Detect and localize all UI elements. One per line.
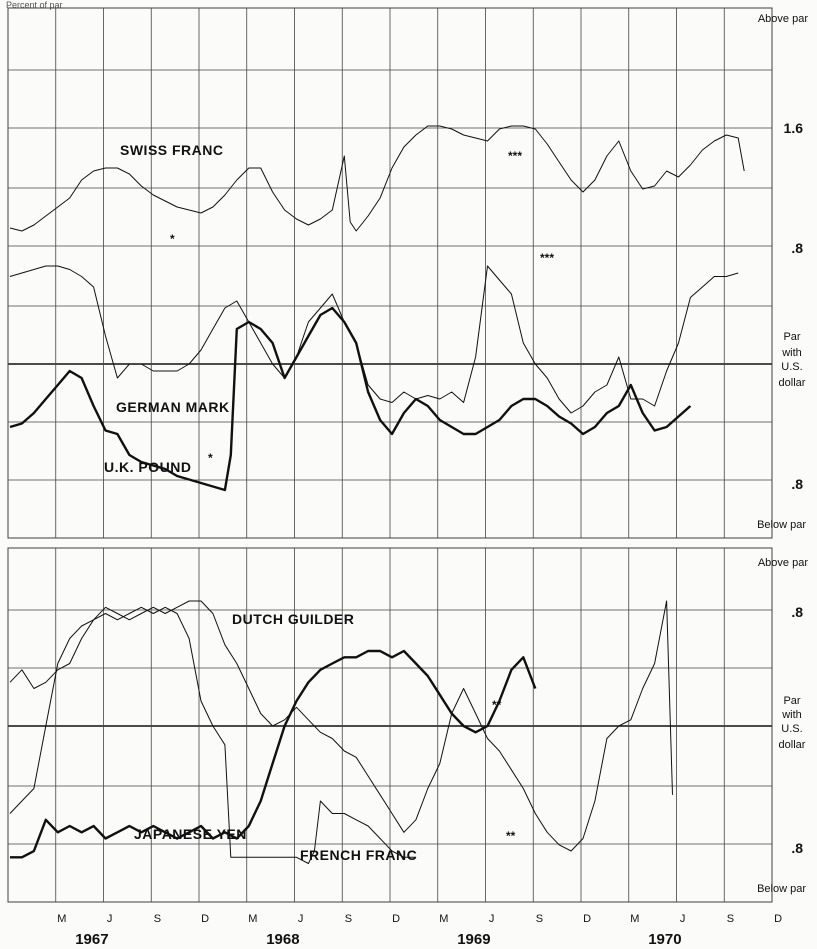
x-tick-month: J xyxy=(680,913,686,925)
x-tick-month: M xyxy=(57,913,66,925)
annotation-marker: ** xyxy=(492,698,502,712)
right-label-above-par: Above par xyxy=(758,557,808,569)
right-label-par: U.S. xyxy=(781,723,802,735)
tick-label: 1.6 xyxy=(784,120,804,136)
x-tick-month: J xyxy=(298,913,304,925)
series-label: GERMAN MARK xyxy=(116,399,230,415)
x-tick-month: D xyxy=(774,913,782,925)
tick-label: .8 xyxy=(791,240,803,256)
series-line-french-franc xyxy=(9,606,416,864)
x-tick-month: D xyxy=(583,913,591,925)
x-tick-year: 1967 xyxy=(75,931,108,948)
series-line-dutch-guilder xyxy=(9,600,673,852)
x-tick-month: S xyxy=(536,913,543,925)
right-label-par: dollar xyxy=(779,377,806,389)
series-label: SWISS FRANC xyxy=(120,142,224,158)
tick-label: .8 xyxy=(791,476,803,492)
series-line-japanese-yen xyxy=(10,649,537,859)
tick-label: .8 xyxy=(791,840,803,856)
x-tick-month: M xyxy=(630,913,639,925)
x-tick-month: J xyxy=(107,913,113,925)
x-tick-year: 1968 xyxy=(266,931,299,948)
x-tick-year: 1970 xyxy=(648,931,681,948)
series-line-german-mark xyxy=(9,265,739,414)
x-tick-month: M xyxy=(439,913,448,925)
series-label: FRENCH FRANC xyxy=(300,847,417,863)
annotation-marker: *** xyxy=(508,149,522,163)
tick-label: .8 xyxy=(791,604,803,620)
x-axis: M J S D M J S D M J S D M J S D 1967 1968 1969 1970 xyxy=(57,913,782,948)
series-label: JAPANESE YEN xyxy=(134,826,247,842)
annotation-marker: *** xyxy=(540,251,554,265)
right-label-par: Par xyxy=(783,695,800,707)
annotation-marker: ** xyxy=(506,829,516,843)
x-tick-month: S xyxy=(727,913,734,925)
bottom-panel: DUTCH GUILDER JAPANESE YEN FRENCH FRANC ** *… xyxy=(7,547,808,903)
x-tick-year: 1969 xyxy=(457,931,490,948)
x-tick-month: D xyxy=(201,913,209,925)
right-label-par: Par xyxy=(783,331,800,343)
series-label: DUTCH GUILDER xyxy=(232,611,354,627)
annotation-marker: * xyxy=(170,232,175,246)
x-tick-month: J xyxy=(489,913,495,925)
x-tick-month: D xyxy=(392,913,400,925)
series-label: U.K. POUND xyxy=(104,459,191,475)
right-label-par: with xyxy=(781,709,802,721)
right-label-par: dollar xyxy=(779,739,806,751)
x-tick-month: S xyxy=(154,913,161,925)
x-tick-month: S xyxy=(345,913,352,925)
series-line-u-k-pound xyxy=(9,306,692,492)
right-label-above-par: Above par xyxy=(758,13,808,25)
right-label-par: U.S. xyxy=(781,361,802,373)
annotation-marker: * xyxy=(208,451,213,465)
series-line-swiss-franc xyxy=(9,125,745,232)
right-label-below-par: Below par xyxy=(757,519,806,531)
header-note: Percent of par xyxy=(6,0,63,10)
right-label-par: with xyxy=(781,347,802,359)
x-tick-month: M xyxy=(248,913,257,925)
right-label-below-par: Below par xyxy=(757,883,806,895)
